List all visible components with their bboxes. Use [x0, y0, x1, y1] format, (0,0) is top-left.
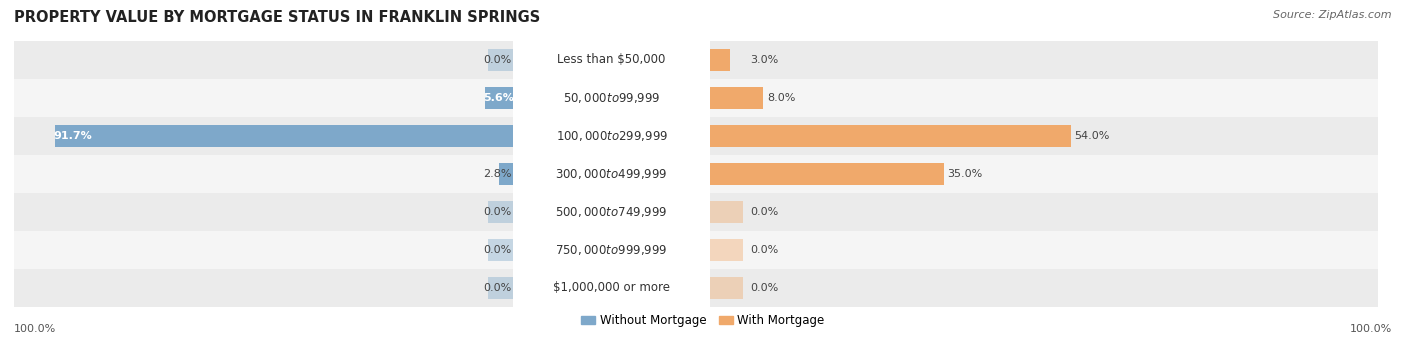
- Bar: [14, 117, 513, 155]
- Bar: [710, 193, 1378, 231]
- Bar: [488, 277, 513, 299]
- Text: $1,000,000 or more: $1,000,000 or more: [553, 281, 671, 294]
- Text: 0.0%: 0.0%: [484, 283, 512, 293]
- Bar: [14, 193, 513, 231]
- Bar: [710, 238, 744, 261]
- Text: 0.0%: 0.0%: [484, 55, 512, 65]
- Bar: [488, 238, 513, 261]
- Bar: [14, 269, 513, 307]
- Text: PROPERTY VALUE BY MORTGAGE STATUS IN FRANKLIN SPRINGS: PROPERTY VALUE BY MORTGAGE STATUS IN FRA…: [14, 10, 540, 25]
- Bar: [55, 124, 513, 147]
- Text: $750,000 to $999,999: $750,000 to $999,999: [555, 243, 668, 257]
- Bar: [710, 87, 763, 109]
- Bar: [710, 231, 1378, 269]
- Text: $500,000 to $749,999: $500,000 to $749,999: [555, 205, 668, 219]
- Text: 0.0%: 0.0%: [751, 207, 779, 217]
- Text: 2.8%: 2.8%: [484, 169, 512, 179]
- Bar: [710, 269, 1378, 307]
- Text: 5.6%: 5.6%: [482, 93, 513, 103]
- Text: 0.0%: 0.0%: [751, 245, 779, 255]
- Bar: [710, 163, 943, 185]
- Bar: [710, 79, 1378, 117]
- Text: Less than $50,000: Less than $50,000: [557, 54, 666, 66]
- Text: 3.0%: 3.0%: [751, 55, 779, 65]
- Bar: [14, 41, 513, 79]
- Bar: [710, 201, 744, 223]
- Bar: [710, 277, 744, 299]
- Bar: [485, 87, 513, 109]
- Text: 0.0%: 0.0%: [484, 207, 512, 217]
- Text: 100.0%: 100.0%: [1350, 324, 1392, 334]
- Bar: [710, 117, 1378, 155]
- Text: 35.0%: 35.0%: [948, 169, 983, 179]
- Bar: [14, 155, 513, 193]
- Bar: [488, 201, 513, 223]
- Text: Source: ZipAtlas.com: Source: ZipAtlas.com: [1274, 10, 1392, 20]
- Text: $300,000 to $499,999: $300,000 to $499,999: [555, 167, 668, 181]
- Legend: Without Mortgage, With Mortgage: Without Mortgage, With Mortgage: [576, 309, 830, 332]
- Bar: [14, 79, 513, 117]
- Text: $100,000 to $299,999: $100,000 to $299,999: [555, 129, 668, 143]
- Text: $50,000 to $99,999: $50,000 to $99,999: [562, 91, 661, 105]
- Bar: [499, 163, 513, 185]
- Bar: [710, 48, 730, 71]
- Text: 91.7%: 91.7%: [53, 131, 91, 141]
- Bar: [710, 124, 1071, 147]
- Text: 100.0%: 100.0%: [14, 324, 56, 334]
- Bar: [14, 231, 513, 269]
- Text: 8.0%: 8.0%: [766, 93, 796, 103]
- Text: 0.0%: 0.0%: [751, 283, 779, 293]
- Bar: [488, 48, 513, 71]
- Text: 0.0%: 0.0%: [484, 245, 512, 255]
- Bar: [710, 155, 1378, 193]
- Text: 54.0%: 54.0%: [1074, 131, 1109, 141]
- Bar: [710, 41, 1378, 79]
